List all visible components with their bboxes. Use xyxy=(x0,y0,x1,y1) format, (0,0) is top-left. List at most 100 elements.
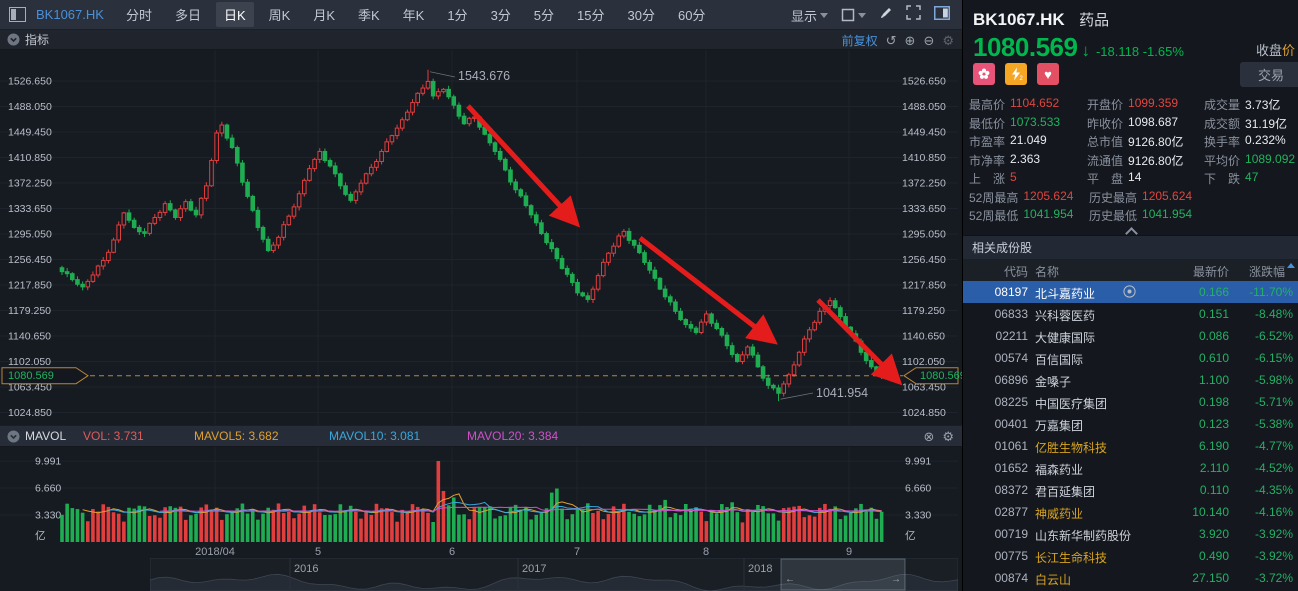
navigator-right-handle[interactable]: → xyxy=(891,574,901,585)
stat-0: 市净率 2.363 xyxy=(969,151,1041,168)
stat-1: 开盘价 1099.359 xyxy=(1087,96,1179,112)
component-row-01061[interactable]: 01061 亿胜生物科技 6.190 -4.77% xyxy=(963,435,1298,457)
collapse-circle-icon[interactable] xyxy=(7,33,20,46)
fullscreen-icon[interactable] xyxy=(906,5,921,25)
tab-60分[interactable]: 60分 xyxy=(677,8,706,23)
stock-code: 08197 xyxy=(994,285,1028,299)
stock-change: -5.98% xyxy=(1254,373,1293,387)
svg-text:1526.650: 1526.650 xyxy=(902,76,946,88)
stat-1: 历史最低 1041.954 xyxy=(1089,207,1193,223)
navigator-left-handle[interactable]: ← xyxy=(785,574,795,585)
component-row-08372[interactable]: 08372 君百延集团 0.110 -4.35% xyxy=(963,479,1298,501)
tab-多日[interactable]: 多日 xyxy=(174,8,201,23)
chart-toolbar: BK1067.HK 分时 多日 日K 周K 月K 季K 年K 1分 3分 5分 15分 30分 60分 … xyxy=(0,0,962,30)
market-status-label: 收盘价 xyxy=(1256,43,1296,58)
undo-icon[interactable]: ↺ xyxy=(885,32,897,48)
stock-name: 北斗嘉药业 xyxy=(1035,287,1096,301)
indicator-label[interactable]: 指标 xyxy=(25,33,50,47)
gear-icon[interactable]: ⚙ xyxy=(942,428,954,444)
trade-button[interactable]: 交易 xyxy=(1240,62,1298,87)
stock-name: 神威药业 xyxy=(1035,507,1084,521)
tab-1分[interactable]: 1分 xyxy=(447,8,468,23)
tab-15分[interactable]: 15分 xyxy=(577,8,605,23)
quote-title: BK1067.HK 药品 xyxy=(973,9,1109,30)
svg-text:1179.250: 1179.250 xyxy=(8,305,51,317)
zoom-in-icon[interactable]: ⊕ xyxy=(904,32,916,48)
tab-周K[interactable]: 周K xyxy=(268,8,291,23)
stock-change: -6.52% xyxy=(1254,329,1293,343)
component-row-00574[interactable]: 00574 百信国际 0.610 -6.15% xyxy=(963,347,1298,369)
component-row-06833[interactable]: 06833 兴科蓉医药 0.151 -8.48% xyxy=(963,303,1298,325)
component-row-02211[interactable]: 02211 大健康国际 0.086 -6.52% xyxy=(963,325,1298,347)
tab-分时[interactable]: 分时 xyxy=(125,8,152,23)
tab-月K[interactable]: 月K xyxy=(313,8,335,23)
panel-layout-toggle-icon[interactable] xyxy=(934,5,950,25)
quote-panel: BK1067.HK 药品 1080.569 ↓ -18.118 -1.65% 收… xyxy=(962,0,1298,591)
tab-年K[interactable]: 年K xyxy=(402,8,425,23)
candlestick-chart[interactable]: 1526.650 1526.650 1488.050 1488.050 1449.450… xyxy=(0,50,962,425)
svg-text:1372.250: 1372.250 xyxy=(8,178,52,190)
component-row-02877[interactable]: 02877 神威药业 10.140 -4.16% xyxy=(963,501,1298,523)
svg-text:1179.250: 1179.250 xyxy=(902,305,945,317)
gear-icon[interactable]: ⚙ xyxy=(942,32,954,48)
timeline-navigator[interactable]: 2016 2017 2018 ← → xyxy=(150,558,958,591)
svg-text:1217.850: 1217.850 xyxy=(8,280,52,292)
x-tick-label: 6 xyxy=(448,546,456,558)
adjust-mode-button[interactable]: 前复权 xyxy=(841,33,878,48)
sidebar-toggle-icon[interactable] xyxy=(9,7,26,22)
draw-tool-icon[interactable] xyxy=(879,6,893,25)
stock-name: 大健康国际 xyxy=(1035,331,1096,345)
stock-name: 万嘉集团 xyxy=(1035,419,1084,433)
symbol-label[interactable]: BK1067.HK xyxy=(36,7,104,22)
tab-季K[interactable]: 季K xyxy=(357,8,380,23)
component-row-00719[interactable]: 00719 山东新华制药股份 3.920 -3.92% xyxy=(963,523,1298,545)
mavol20-value-label: MAVOL20: 3.384 xyxy=(467,429,559,443)
stock-change: -5.38% xyxy=(1254,417,1293,431)
stock-change: -4.16% xyxy=(1254,505,1293,519)
stock-change: -4.35% xyxy=(1254,483,1293,497)
tab-日K[interactable]: 日K xyxy=(215,2,254,27)
component-row-06896[interactable]: 06896 金嗓子 1.100 -5.98% xyxy=(963,369,1298,391)
eye-icon xyxy=(1123,285,1136,301)
col-name[interactable]: 名称 xyxy=(1035,265,1060,279)
stock-price: 0.110 xyxy=(1199,483,1229,497)
svg-text:2017: 2017 xyxy=(522,563,546,575)
stock-code: 06833 xyxy=(994,307,1028,321)
components-table-body: 08197 北斗嘉药业 0.166 -11.70% 06833 兴科蓉医药 0.151 -8.… xyxy=(963,281,1298,591)
close-pane-icon[interactable]: ⊗ xyxy=(923,428,935,444)
stat-1: 流通值 9126.80亿 xyxy=(1087,153,1184,168)
stock-name: 长江生命科技 xyxy=(1035,551,1108,565)
favorite-heart-icon[interactable]: ♥ xyxy=(1037,63,1059,85)
stock-change: -4.77% xyxy=(1254,439,1293,453)
stock-price: 2.110 xyxy=(1199,461,1229,475)
components-section-header[interactable]: 相关成份股 xyxy=(963,235,1298,259)
display-dropdown[interactable]: 显示 xyxy=(791,6,828,25)
zoom-out-icon[interactable]: ⊖ xyxy=(923,32,935,48)
svg-text:1063.450: 1063.450 xyxy=(8,382,52,394)
stock-change: -5.71% xyxy=(1254,395,1293,409)
tab-3分[interactable]: 3分 xyxy=(490,8,511,23)
stock-name: 君百延集团 xyxy=(1035,485,1096,499)
volume-chart[interactable]: 9.991 9.991 6.660 6.660 3.330 3.330 亿 亿 xyxy=(0,447,962,546)
stock-name: 兴科蓉医药 xyxy=(1035,309,1096,323)
component-row-08197[interactable]: 08197 北斗嘉药业 0.166 -11.70% xyxy=(963,281,1298,303)
navigator-window[interactable] xyxy=(780,558,906,591)
component-row-00401[interactable]: 00401 万嘉集团 0.123 -5.38% xyxy=(963,413,1298,435)
component-row-01652[interactable]: 01652 福森药业 2.110 -4.52% xyxy=(963,457,1298,479)
period-tabs: 分时 多日 日K 周K 月K 季K 年K 1分 3分 5分 15分 30分 60分 xyxy=(118,2,721,27)
chart-style-dropdown[interactable] xyxy=(841,8,866,22)
tab-5分[interactable]: 5分 xyxy=(533,8,555,23)
col-price[interactable]: 最新价 xyxy=(1192,265,1229,279)
svg-text:1333.650: 1333.650 xyxy=(8,203,52,215)
collapse-circle-icon[interactable] xyxy=(7,430,20,443)
component-row-00775[interactable]: 00775 长江生命科技 0.490 -3.92% xyxy=(963,545,1298,567)
col-code[interactable]: 代码 xyxy=(1003,265,1028,279)
component-row-08225[interactable]: 08225 中国医疗集团 0.198 -5.71% xyxy=(963,391,1298,413)
stock-name: 金嗓子 xyxy=(1035,375,1072,389)
tab-30分[interactable]: 30分 xyxy=(627,8,655,23)
svg-text:1217.850: 1217.850 xyxy=(902,280,946,292)
component-row-00874[interactable]: 00874 白云山 27.150 -3.72% xyxy=(963,567,1298,589)
col-change[interactable]: 涨跌幅 xyxy=(1248,265,1285,279)
